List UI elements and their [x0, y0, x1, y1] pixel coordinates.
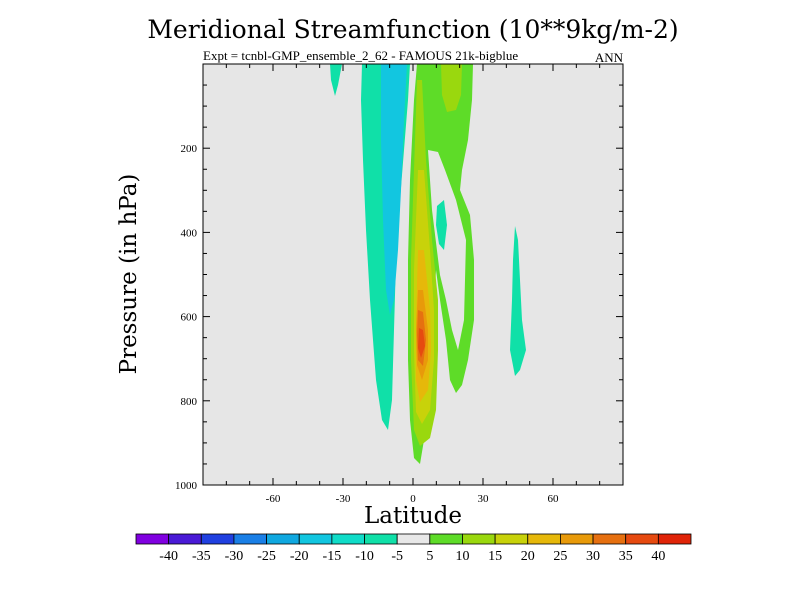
colorbar-label: 5 — [426, 549, 433, 564]
colorbar-swatch — [298, 533, 333, 545]
colorbar-label: 30 — [586, 549, 600, 564]
contour-positive-hollow — [428, 150, 466, 350]
contour-negative-tongue — [330, 64, 342, 96]
colorbar-label: -35 — [192, 549, 211, 564]
colorbar-swatch — [396, 533, 431, 545]
y-tick-label: 200 — [181, 143, 198, 155]
x-tick-label: 60 — [548, 493, 560, 505]
y-tick-label: 800 — [181, 396, 198, 408]
chart-subtitle-left: Expt = tcnbl-GMP_ensemble_2_62 - FAMOUS … — [203, 48, 518, 63]
contour-positive-tongue — [441, 64, 462, 112]
colorbar-label: 25 — [553, 549, 567, 564]
plot-area: -60 -30 0 30 60 200 400 600 800 1000 — [175, 63, 624, 505]
colorbar-swatch — [364, 533, 398, 545]
colorbar-label: -20 — [290, 549, 309, 564]
colorbar-label: -5 — [391, 549, 403, 564]
colorbar-swatch — [168, 533, 202, 545]
colorbar-swatch — [135, 533, 170, 545]
colorbar-swatch — [331, 533, 365, 545]
colorbar-swatch — [429, 533, 463, 545]
colorbar-swatch — [266, 533, 300, 545]
colorbar-swatch — [625, 533, 659, 545]
colorbar-label: 10 — [455, 549, 469, 564]
colorbar: -40 -35 -30 -25 -20 -15 -10 -5 5 10 15 20 25 30 35 40 — [135, 533, 692, 564]
contour-negative-core — [381, 64, 407, 315]
chart-subtitle-right: ANN — [595, 50, 624, 65]
axes-layer: -60 -30 0 30 60 200 400 600 800 1000 — [175, 63, 624, 505]
colorbar-label: 35 — [619, 549, 633, 564]
colorbar-swatch — [462, 533, 496, 545]
colorbar-swatch — [494, 533, 529, 545]
colorbar-label: -15 — [323, 549, 342, 564]
colorbar-label: 20 — [521, 549, 535, 564]
colorbar-label: -40 — [159, 549, 178, 564]
colorbar-label: -25 — [257, 549, 276, 564]
colorbar-label: 15 — [488, 549, 502, 564]
y-axis-title: Pressure (in hPa) — [116, 174, 142, 375]
colorbar-swatch — [200, 533, 235, 545]
colorbar-label: -10 — [355, 549, 374, 564]
colorbar-label: -30 — [225, 549, 244, 564]
contour-negative-45n — [510, 226, 526, 376]
colorbar-swatch — [657, 533, 692, 545]
colorbar-swatch — [527, 533, 561, 545]
x-tick-label: -60 — [266, 493, 281, 505]
x-tick-label: 0 — [410, 493, 416, 505]
y-tick-label: 400 — [181, 227, 198, 239]
chart-title: Meridional Streamfunction (10**9kg/m-2) — [147, 15, 678, 44]
contour-negative-blob — [436, 200, 447, 250]
x-axis-title: Latitude — [364, 503, 462, 529]
x-tick-label: -30 — [336, 493, 351, 505]
colorbar-swatch — [560, 533, 594, 545]
y-tick-label: 1000 — [175, 480, 198, 492]
colorbar-label: 40 — [651, 549, 665, 564]
y-tick-label: 600 — [181, 312, 198, 324]
contour-positive-max — [418, 328, 425, 358]
colorbar-swatch — [233, 533, 267, 545]
contour-fill-layer — [330, 64, 526, 464]
x-tick-label: 30 — [478, 493, 490, 505]
colorbar-swatch — [592, 533, 627, 545]
